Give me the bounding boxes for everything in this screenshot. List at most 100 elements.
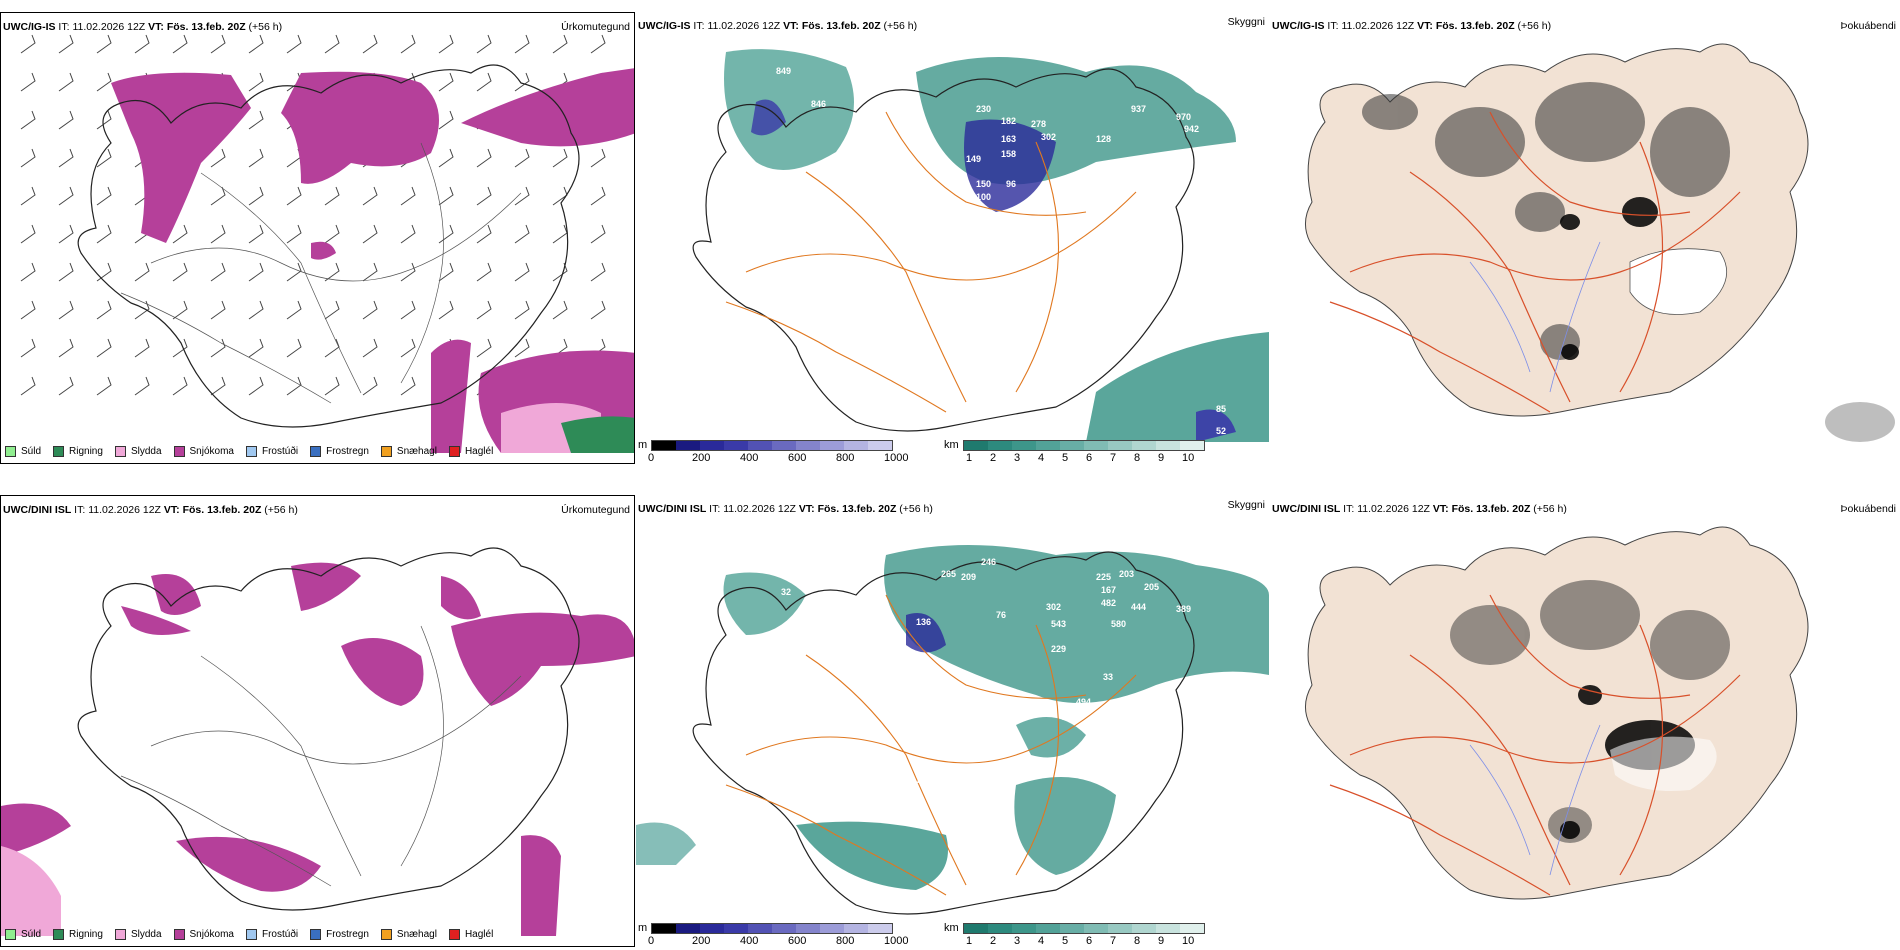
visibility-ticks: 1 2 3 4 5 6 7 8 9 10: [966, 452, 1195, 464]
legend-swatch: [53, 929, 65, 940]
legend-item: Frostregn: [310, 446, 369, 457]
wind-barb: [438, 262, 454, 282]
wind-barb: [172, 338, 188, 358]
wind-barb: [58, 110, 74, 130]
cloud-base-label: 302: [1041, 132, 1056, 142]
product-label: Þokuábendi: [1840, 503, 1896, 515]
ceiling-color-cells: [651, 439, 894, 451]
wind-barb: [210, 34, 226, 54]
wind-barb: [400, 338, 416, 358]
wind-barbs: [20, 34, 606, 396]
cloud-base-labels: 246 209 265 225 203 205 167 482 444 389 …: [781, 557, 1191, 790]
legend-swatch: [173, 446, 185, 457]
cloud-base-label: 225: [1096, 572, 1111, 582]
wind-barb: [248, 148, 264, 168]
wind-barb: [20, 34, 36, 54]
cloud-base-label: 229: [1051, 644, 1066, 654]
legend-item: Haglél: [448, 929, 493, 940]
legend-item: Frostúði: [245, 446, 298, 457]
wind-barb: [552, 300, 568, 320]
legend-swatch: [245, 446, 257, 457]
wind-barb: [20, 300, 36, 320]
iceland-land: [1305, 526, 1809, 900]
roads: [1329, 111, 1741, 413]
legend-item: Snæhagl: [380, 929, 437, 940]
wind-barb: [58, 148, 74, 168]
cloud-base-label: 203: [1119, 569, 1134, 579]
panel-title: UWC/DINI ISL IT: 11.02.2026 12Z VT: Fös.…: [1272, 503, 1567, 515]
wind-barb: [514, 34, 530, 54]
wind-barb: [590, 148, 606, 168]
wind-barb: [96, 72, 112, 92]
fog-dense: [1560, 197, 1658, 360]
visibility-panel-top: UWC/IG-IS IT: 11.02.2026 12Z VT: Fös. 13…: [636, 12, 1269, 464]
legend-swatch: [5, 929, 16, 940]
visibility-scale: km: [944, 439, 1205, 451]
fog-area: [636, 822, 696, 865]
cloud-base-label: 76: [996, 610, 1006, 620]
fog-area: [1016, 717, 1086, 758]
cloud-base-label: 265: [941, 569, 956, 579]
wind-barb: [286, 34, 302, 54]
sleet-area: [1, 846, 61, 936]
wind-barb: [210, 186, 226, 206]
roads: [725, 111, 1137, 413]
wind-barb: [96, 338, 112, 358]
wind-barb: [552, 224, 568, 244]
wind-barb: [20, 224, 36, 244]
wind-barb: [248, 376, 264, 396]
wind-barb: [286, 186, 302, 206]
cloud-base-label: 96: [1006, 179, 1016, 189]
wind-barb: [438, 34, 454, 54]
wind-barb: [210, 376, 226, 396]
snow-area: [451, 612, 634, 706]
cloud-base-label: 149: [916, 670, 931, 680]
cloud-base-label: 942: [1184, 124, 1199, 134]
wind-barb: [324, 186, 340, 206]
iceland-outline: [692, 68, 1195, 432]
visibility-panel-bottom: UWC/DINI ISL IT: 11.02.2026 12Z VT: Fös.…: [636, 495, 1269, 947]
legend-item: Snjókoma: [173, 446, 234, 457]
cloud-base-label: 302: [1046, 602, 1061, 612]
low-cloud-area: [964, 119, 1056, 212]
wind-barb: [476, 300, 492, 320]
wind-barb: [58, 34, 74, 54]
snow-area: [281, 71, 439, 184]
snow-area: [341, 638, 424, 706]
cloud-base-label: 970: [1176, 112, 1191, 122]
wind-barb: [58, 224, 74, 244]
panel-title: UWC/DINI ISL IT: 11.02.2026 12Z VT: Fös.…: [3, 504, 298, 516]
legend-swatch: [173, 929, 185, 940]
cloud-base-label: 149: [966, 154, 981, 164]
wind-barb: [248, 300, 264, 320]
legend-swatch: [114, 929, 126, 940]
visibility-color-cells: [962, 439, 1205, 451]
cloud-base-label: 205: [1144, 582, 1159, 592]
low-cloud-area: [1196, 409, 1236, 442]
product-label: Úrkomutegund: [561, 504, 630, 516]
wind-barb: [20, 262, 36, 282]
wind-barb: [210, 148, 226, 168]
precip-legend: Súld Rigning Slydda Snjókoma Frostúði Fr…: [5, 929, 505, 940]
fog-offshore: [1825, 402, 1895, 442]
wind-barb: [248, 338, 264, 358]
snow-area: [461, 68, 634, 147]
cloud-base-label: 343: [876, 780, 891, 790]
fog-shading: [1362, 82, 1730, 360]
wind-barb: [400, 262, 416, 282]
wind-barb: [476, 148, 492, 168]
cloud-base-label: 100: [976, 192, 991, 202]
roads: [725, 594, 1137, 896]
panel-title: UWC/IG-IS IT: 11.02.2026 12Z VT: Fös. 13…: [3, 21, 283, 33]
wind-barb: [476, 262, 492, 282]
wind-barb: [362, 224, 378, 244]
cloud-base-label: 32: [781, 587, 791, 597]
low-cloud-area: [751, 99, 786, 136]
roads: [1329, 594, 1741, 896]
wind-barb: [58, 186, 74, 206]
wind-barb: [58, 300, 74, 320]
legend-item: Slydda: [114, 929, 162, 940]
cloud-base-label: 246: [981, 557, 996, 567]
wind-barb: [362, 338, 378, 358]
wind-barb: [324, 262, 340, 282]
